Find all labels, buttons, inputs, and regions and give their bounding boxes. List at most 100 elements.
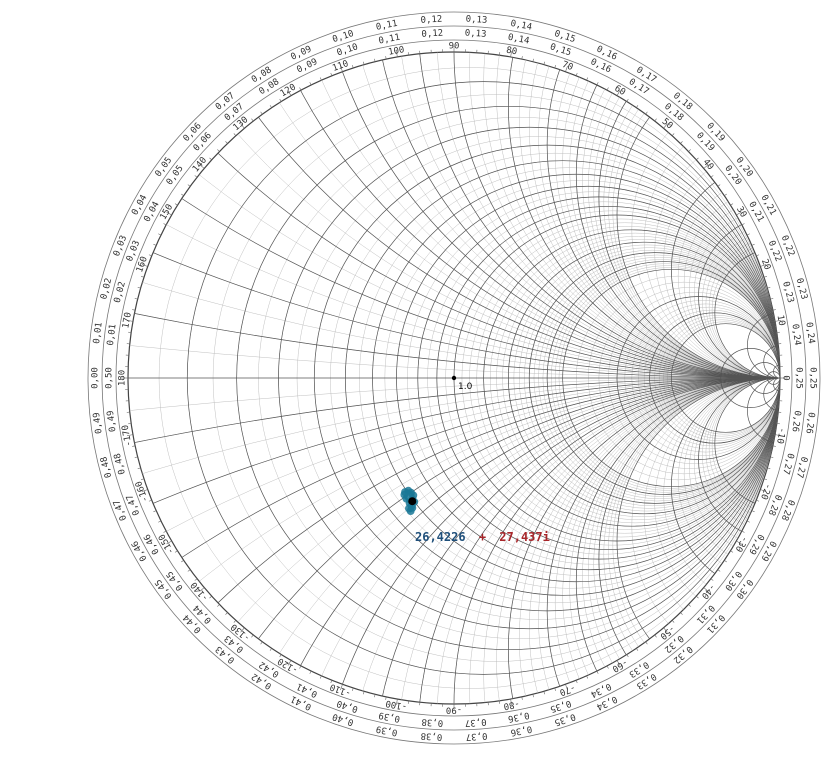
rim-tick	[163, 530, 167, 533]
rim-tick	[269, 648, 272, 651]
rim-tick	[575, 680, 578, 684]
rim-tick	[671, 133, 675, 136]
rim-tick	[217, 604, 220, 607]
rim-tick	[174, 203, 178, 206]
reactance-arc-minor	[569, 377, 780, 704]
rim-tick	[166, 540, 172, 545]
scale-label: 50	[660, 117, 675, 132]
rim-tick	[654, 634, 657, 638]
scale-label: 90	[449, 42, 460, 52]
rim-tick	[724, 193, 727, 196]
rim-tick	[767, 467, 771, 469]
rim-tick	[309, 82, 312, 86]
rim-tick	[194, 175, 198, 178]
reactance-arc-minor	[582, 377, 780, 704]
scale-label: -90	[446, 705, 462, 715]
scale-label: 0,13	[465, 15, 487, 26]
rim-tick	[532, 58, 534, 62]
reactance-arc-minor	[702, 222, 780, 379]
reactance-arc-minor	[554, 52, 780, 379]
scale-label: 0,13	[464, 29, 486, 40]
rim-tick	[209, 157, 212, 161]
rim-tick	[163, 223, 167, 226]
reactance-arc-minor	[496, 377, 780, 704]
rim-tick	[680, 612, 683, 615]
scale-label: 0,39	[375, 723, 398, 737]
rim-tick	[645, 111, 648, 115]
reactance-arc-minor	[603, 52, 780, 379]
rim-tick	[596, 82, 599, 86]
scale-label: 180	[118, 370, 128, 386]
rim-tick	[543, 61, 545, 65]
rim-tick	[181, 560, 184, 563]
scale-label: 0,10	[331, 29, 355, 45]
scale-label: 0,01	[92, 322, 105, 345]
rim-tick	[710, 578, 714, 581]
rim-tick	[770, 298, 774, 300]
scale-label: 80	[505, 46, 517, 58]
rim-tick	[636, 648, 639, 651]
reactance-arc-minor	[708, 236, 780, 379]
reactance-arc-minor	[593, 52, 780, 379]
scale-label: 0,24	[789, 323, 802, 346]
rim-tick	[396, 698, 398, 706]
rim-tick	[141, 478, 145, 480]
rim-tick	[586, 77, 589, 81]
rim-tick	[374, 694, 376, 698]
rim-tick	[363, 61, 365, 65]
scale-label: 30	[734, 205, 748, 219]
rim-tick	[756, 254, 760, 257]
rim-tick	[153, 243, 157, 246]
rim-tick	[199, 164, 205, 169]
scale-label: 10	[775, 314, 787, 326]
rim-tick	[330, 72, 333, 76]
reactance-arc-minor	[689, 196, 780, 379]
rim-tick	[751, 510, 755, 513]
readout-sign: +	[479, 530, 486, 544]
rim-tick	[187, 184, 191, 187]
scale-label: 140	[191, 155, 209, 174]
rim-tick	[741, 530, 745, 533]
rim-tick	[710, 175, 714, 178]
rim-tick	[696, 157, 699, 161]
scale-label: 0,01	[106, 323, 119, 346]
scale-label: 60	[613, 84, 627, 98]
rim-tick	[251, 634, 254, 638]
rim-tick	[148, 254, 152, 257]
scale-label: 0	[781, 375, 791, 380]
rim-tick	[772, 445, 776, 447]
impedance-readout: 26,4226 + 27,437i	[415, 530, 550, 544]
reactance-arc-minor	[529, 52, 780, 379]
reactance-arc-minor	[569, 52, 780, 379]
rim-tick	[521, 56, 523, 60]
rim-tick	[521, 696, 523, 700]
rim-tick	[565, 684, 568, 691]
scale-label: -80	[503, 698, 521, 711]
rim-tick	[730, 203, 734, 206]
rim-tick	[575, 72, 578, 76]
rim-tick	[233, 620, 237, 623]
rim-tick	[510, 50, 512, 58]
scale-label: 0,26	[789, 410, 802, 433]
scale-label: 0,00	[91, 367, 101, 389]
reactance-arc-minor	[518, 377, 780, 704]
reactance-arc-minor	[128, 52, 780, 379]
rim-tick	[760, 264, 767, 267]
rim-tick	[688, 149, 691, 152]
rim-tick	[532, 694, 534, 698]
rim-tick	[233, 133, 237, 136]
reactance-arc-minor	[582, 52, 780, 379]
readout-imag: 27,437i	[499, 530, 550, 544]
rim-tick	[774, 320, 782, 322]
reactance-arc	[698, 377, 780, 542]
reactance-arc-minor	[538, 377, 780, 704]
rim-tick	[199, 587, 205, 592]
reactance-arc-minor	[496, 52, 780, 379]
scale-label: 0,36	[507, 709, 530, 723]
rim-tick	[760, 489, 767, 492]
reactance-arc-minor	[689, 377, 780, 560]
trace-series	[400, 486, 419, 516]
scale-label: 0,49	[92, 412, 105, 435]
rim-tick	[158, 520, 162, 523]
scale-label: 0,15	[553, 29, 577, 45]
